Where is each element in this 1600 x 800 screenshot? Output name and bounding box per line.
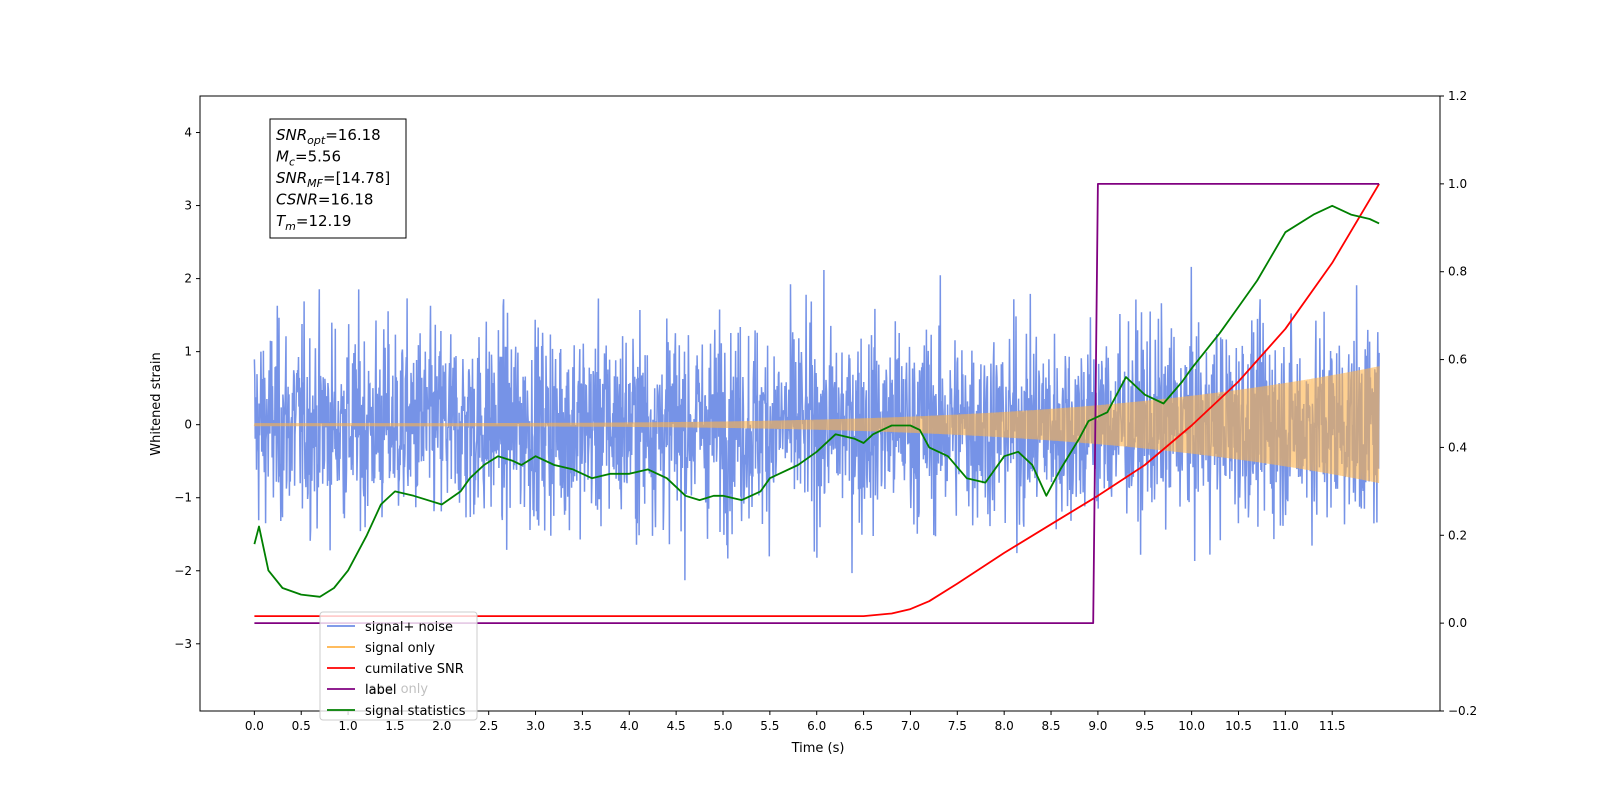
annotation-symbol: CSNR <box>276 191 318 209</box>
annotation-value: =5.56 <box>295 148 341 166</box>
x-axis-label: Time (s) <box>791 741 845 756</box>
x-tick-label: 9.5 <box>1135 719 1154 733</box>
right-y-tick-label: 1.0 <box>1448 177 1467 191</box>
left-y-tick-label: 0 <box>184 418 192 432</box>
legend-label: signal statistics <box>365 704 466 719</box>
legend: label only signal+ noise signal only cumila… <box>319 611 478 721</box>
series-layer <box>253 182 1380 624</box>
metrics-annotation-box: SNRopt=16.18Mc=5.56SNRMF=[14.78]CSNR=16.… <box>269 118 407 239</box>
x-tick-label: 0.5 <box>292 719 311 733</box>
annotation-symbol: SNR <box>276 169 307 187</box>
x-tick-label: 0.0 <box>245 719 264 733</box>
left-y-tick-label: 2 <box>184 272 192 286</box>
annotation-line: Mc=5.56 <box>276 148 341 169</box>
x-tick-label: 2.0 <box>432 719 451 733</box>
annotation-symbol: SNR <box>276 126 307 144</box>
left-y-tick-label: −2 <box>174 564 192 578</box>
x-tick-label: 4.0 <box>620 719 639 733</box>
x-tick-label: 1.5 <box>385 719 404 733</box>
legend-label: signal+ noise <box>365 620 453 635</box>
right-y-tick-label: 0.0 <box>1448 616 1467 630</box>
annotation-value: =16.18 <box>318 191 374 209</box>
annotation-subscript: c <box>289 156 295 169</box>
x-tick-label: 3.5 <box>573 719 592 733</box>
legend-frame <box>319 611 478 721</box>
x-tick-label: 11.0 <box>1272 719 1299 733</box>
left-y-tick-label: 1 <box>184 345 192 359</box>
right-y-tick-label: 0.2 <box>1448 528 1467 542</box>
series-cumilative-snr-line <box>254 183 1380 617</box>
left-y-tick-label: 3 <box>184 199 192 213</box>
left-y-axis-label: Whitened strain <box>149 352 164 455</box>
right-y-tick-label: −0.2 <box>1448 704 1477 718</box>
annotation-line: SNRMF=[14.78] <box>276 169 390 190</box>
annotation-line: SNRopt=16.18 <box>276 126 381 147</box>
annotation-subscript: opt <box>307 134 326 147</box>
series-signal-noise-line <box>253 266 1380 581</box>
x-tick-label: 6.5 <box>854 719 873 733</box>
annotation-line: Tm=12.19 <box>276 212 351 233</box>
series-signal-statistics-line <box>253 204 1380 598</box>
x-tick-label: 11.5 <box>1319 719 1346 733</box>
annotation-frame <box>269 118 407 239</box>
x-tick-label: 1.0 <box>339 719 358 733</box>
legend-label: cumilative SNR <box>365 662 464 677</box>
annotation-line: CSNR=16.18 <box>276 191 373 209</box>
x-tick-label: 7.5 <box>948 719 967 733</box>
annotation-value: =16.18 <box>325 126 381 144</box>
left-y-tick-label: −1 <box>174 491 192 505</box>
x-tick-label: 8.0 <box>995 719 1014 733</box>
plot-frame <box>199 95 1441 712</box>
right-y-axis-ticks: −0.2 0.0 0.2 0.4 0.6 0.8 1.0 1.2 <box>1440 89 1477 718</box>
x-tick-label: 5.0 <box>713 719 732 733</box>
series-label-line <box>254 182 1380 624</box>
series-signal-only-line <box>253 366 1380 484</box>
x-tick-label: 10.5 <box>1225 719 1252 733</box>
legend-label: label <box>365 683 396 698</box>
x-tick-label: 5.5 <box>760 719 779 733</box>
legend-label: signal only <box>365 641 435 656</box>
annotation-subscript: MF <box>307 177 323 190</box>
x-tick-label: 8.5 <box>1041 719 1060 733</box>
annotation-value: =[14.78] <box>323 169 390 187</box>
left-y-tick-label: −3 <box>174 637 192 651</box>
legend-hidden-text: label only <box>365 682 428 697</box>
annotation-symbol: T <box>276 212 287 230</box>
x-tick-label: 6.0 <box>807 719 826 733</box>
right-y-tick-label: 0.4 <box>1448 440 1467 454</box>
annotation-symbol: M <box>276 148 289 166</box>
x-axis-ticks: 0.0 0.5 1.0 1.5 2.0 2.5 3.0 3.5 4.0 4.5 5.0 5.5 6.0 6… <box>245 711 1346 733</box>
right-y-tick-label: 1.2 <box>1448 89 1467 103</box>
left-y-axis-ticks: −3 −2 −1 0 1 2 3 4 <box>174 126 200 651</box>
x-tick-label: 10.0 <box>1178 719 1205 733</box>
annotation-value: =12.19 <box>296 212 352 230</box>
x-tick-label: 4.5 <box>667 719 686 733</box>
annotation-subscript: m <box>285 220 296 233</box>
right-y-tick-label: 0.8 <box>1448 265 1467 279</box>
x-tick-label: 3.0 <box>526 719 545 733</box>
x-tick-label: 9.0 <box>1088 719 1107 733</box>
left-y-tick-label: 4 <box>184 126 192 140</box>
x-tick-label: 7.0 <box>901 719 920 733</box>
right-y-tick-label: 0.6 <box>1448 353 1467 367</box>
x-tick-label: 2.5 <box>479 719 498 733</box>
